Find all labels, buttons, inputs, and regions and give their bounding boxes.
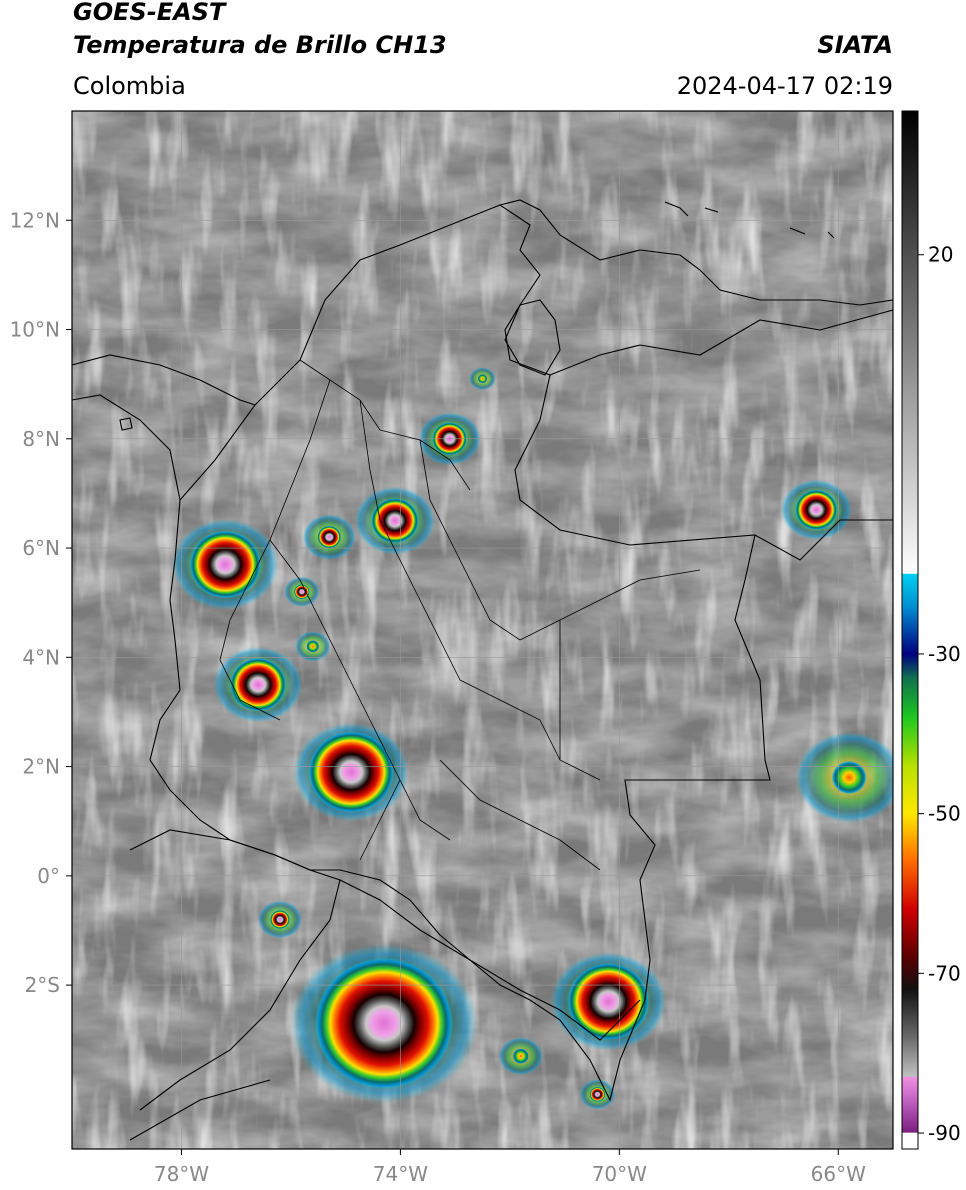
storm-cell <box>512 1048 530 1064</box>
colorbar-tick-label: 20 <box>928 243 953 267</box>
country-border-peru-brazil <box>129 879 641 1141</box>
country-border-panama <box>72 354 256 501</box>
graticule <box>72 111 893 1149</box>
map-frame <box>71 110 894 1150</box>
storm-cell <box>567 962 649 1041</box>
longitude-labels: 78°W 74°W 70°W 66°W <box>154 1149 866 1186</box>
lat-label: 2°S <box>25 973 60 997</box>
boundaries <box>72 199 893 1141</box>
timestamp-label: 2024-04-17 02:19 <box>676 72 893 100</box>
island-aruba-curacao <box>664 201 835 239</box>
department-borders <box>219 359 701 871</box>
cloud-streaks <box>72 111 893 1149</box>
satellite-title: GOES-EAST <box>73 0 226 26</box>
lat-label: 4°N <box>22 645 60 669</box>
country-border-venezuela <box>549 309 893 561</box>
storm-cell <box>371 498 419 544</box>
storm-cell <box>306 640 320 653</box>
island-san-andres <box>119 417 133 431</box>
product-title: Temperatura de Brillo CH13 <box>73 31 447 59</box>
imagery-layer <box>72 111 893 1149</box>
colorbar-tick-label: -70 <box>928 961 961 985</box>
organization-label: SIATA <box>817 31 893 59</box>
storm-cell <box>317 525 342 549</box>
lat-label: 8°N <box>22 427 60 451</box>
coastline-caribbean <box>499 199 893 306</box>
lat-label: 12°N <box>10 208 60 232</box>
lon-label: 66°W <box>811 1162 866 1186</box>
lat-label: 6°N <box>22 536 60 560</box>
country-border-ecuador <box>129 829 341 1111</box>
latitude-labels: 12°N 10°N 8°N 6°N 4°N 2°N 0° 2°S <box>10 208 72 997</box>
lat-label: 10°N <box>10 318 60 342</box>
storm-cell <box>477 374 488 384</box>
colorbar-ticks: 20 -30 -50 -70 -90 <box>918 243 961 1145</box>
lat-label: 0° <box>37 864 60 888</box>
storm-cell <box>831 760 867 795</box>
lon-label: 70°W <box>592 1162 647 1186</box>
lon-label: 78°W <box>154 1162 209 1186</box>
storm-cells <box>172 367 893 1110</box>
storm-cell <box>589 1086 606 1102</box>
storm-cell <box>230 658 287 712</box>
colorbar-tick-label: -30 <box>928 642 961 666</box>
region-label: Colombia <box>73 72 186 100</box>
storm-cell <box>308 731 394 813</box>
storm-cell <box>270 910 290 929</box>
lon-label: 74°W <box>373 1162 428 1186</box>
colorbar-scale <box>901 110 919 1150</box>
storm-cell <box>315 957 453 1089</box>
colorbar-tick-label: -50 <box>928 802 961 826</box>
lat-label: 2°N <box>22 755 60 779</box>
storm-cell <box>795 489 838 530</box>
lake-maracaibo <box>504 299 561 376</box>
colorbar-tick-label: -90 <box>928 1121 961 1145</box>
storm-cell <box>293 584 310 600</box>
storm-cell <box>189 530 261 599</box>
